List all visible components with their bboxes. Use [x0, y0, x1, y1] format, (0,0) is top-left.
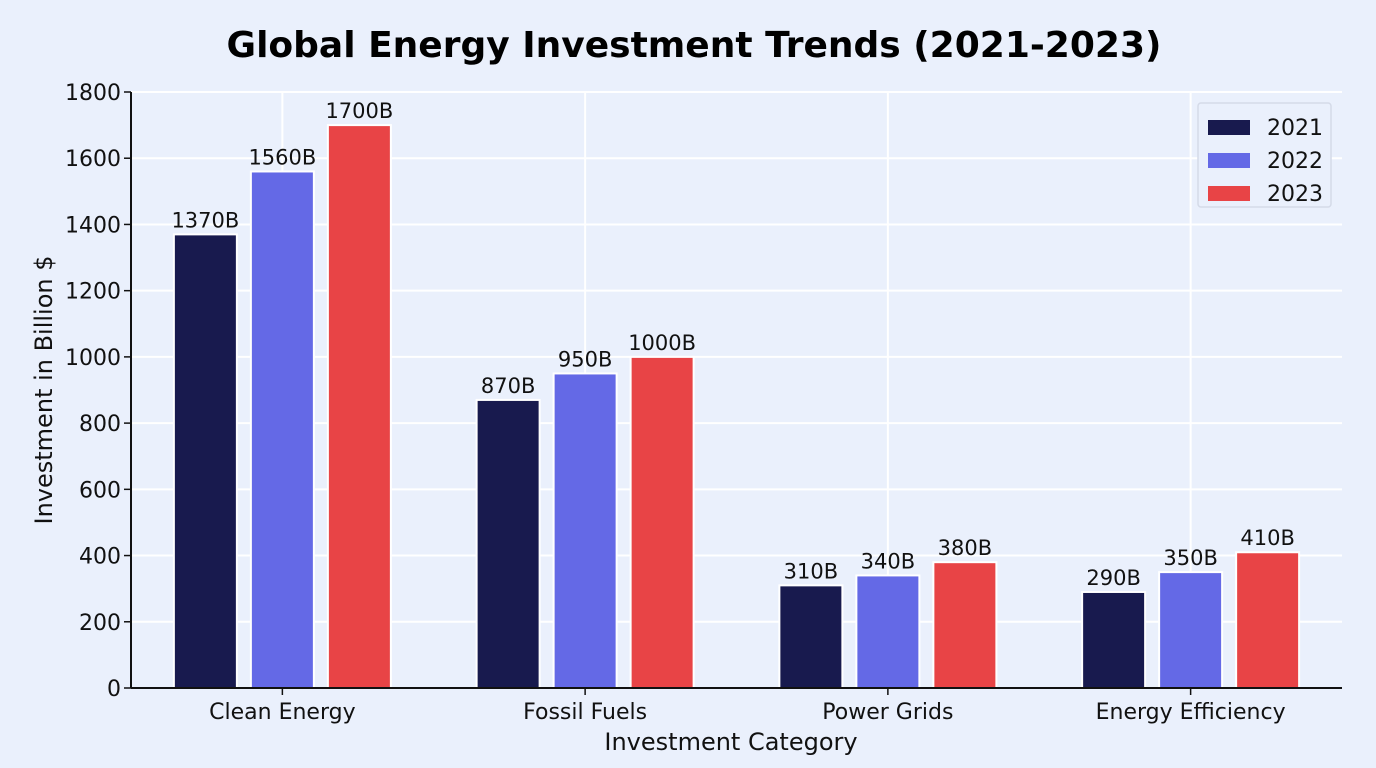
legend-swatch-2023: [1208, 186, 1250, 201]
legend-label: 2023: [1267, 182, 1323, 207]
y-axis-label: Investment in Billion $: [30, 255, 58, 524]
bar-value-label: 950B: [558, 347, 613, 371]
axes: 0 200 400 600 800 1000 1200 1400 1600 1800 Clean E…: [65, 81, 1342, 725]
y-tick-label: 0: [107, 677, 121, 702]
y-tick-label: 400: [79, 545, 121, 570]
bar-value-label: 350B: [1163, 546, 1218, 570]
bar-value-label: 380B: [938, 536, 993, 560]
y-tick-label: 800: [79, 412, 121, 437]
bar-2021-2: [778, 584, 844, 689]
bar-2023-2: [932, 561, 998, 690]
x-tick-label: Clean Energy: [209, 700, 355, 725]
x-tick-label: Power Grids: [822, 700, 953, 725]
bar-2021-3: [1081, 590, 1147, 690]
bar-value-label: 1370B: [171, 208, 239, 232]
bar-value-label: 410B: [1240, 526, 1295, 550]
legend-label: 2021: [1267, 116, 1323, 141]
chart-title: Global Energy Investment Trends (2021-20…: [227, 25, 1162, 66]
legend-label: 2022: [1267, 149, 1323, 174]
bar-value-label: 870B: [481, 374, 536, 398]
bar-value-label: 1700B: [325, 99, 393, 123]
y-tick-label: 600: [79, 478, 121, 503]
bar-value-label: 310B: [784, 559, 839, 583]
y-tick-label: 1400: [65, 213, 121, 238]
x-tick-label: Fossil Fuels: [523, 700, 647, 725]
y-tick-label: 200: [79, 611, 121, 636]
bar-2023-1: [629, 355, 695, 689]
legend-swatch-2021: [1208, 120, 1250, 135]
bar-value-label: 1000B: [628, 331, 696, 355]
x-axis-label: Investment Category: [604, 728, 857, 756]
y-tick-label: 1800: [65, 81, 121, 106]
y-tick-label: 1600: [65, 147, 121, 172]
bar-2022-2: [855, 574, 921, 690]
bars: [172, 124, 1301, 690]
legend: 2021 2022 2023: [1197, 102, 1332, 208]
bar-2021-1: [475, 398, 541, 689]
y-tick-label: 1000: [65, 346, 121, 371]
bar-2021-0: [172, 233, 238, 689]
bar-value-label: 290B: [1086, 566, 1141, 590]
bar-2022-3: [1158, 571, 1224, 689]
bar-2022-1: [552, 372, 618, 689]
y-tick-label: 1200: [65, 280, 121, 305]
data-labels: 1370B 870B 310B 290B 1560B 950B 340B 350B 1700B 1…: [171, 99, 1294, 590]
bar-value-label: 1560B: [248, 145, 316, 169]
x-tick-label: Energy Efficiency: [1096, 700, 1286, 725]
legend-swatch-2022: [1208, 153, 1250, 168]
bar-2022-0: [249, 170, 315, 689]
bar-2023-3: [1235, 551, 1301, 689]
bar-2023-0: [326, 124, 392, 690]
bar-value-label: 340B: [861, 549, 916, 573]
